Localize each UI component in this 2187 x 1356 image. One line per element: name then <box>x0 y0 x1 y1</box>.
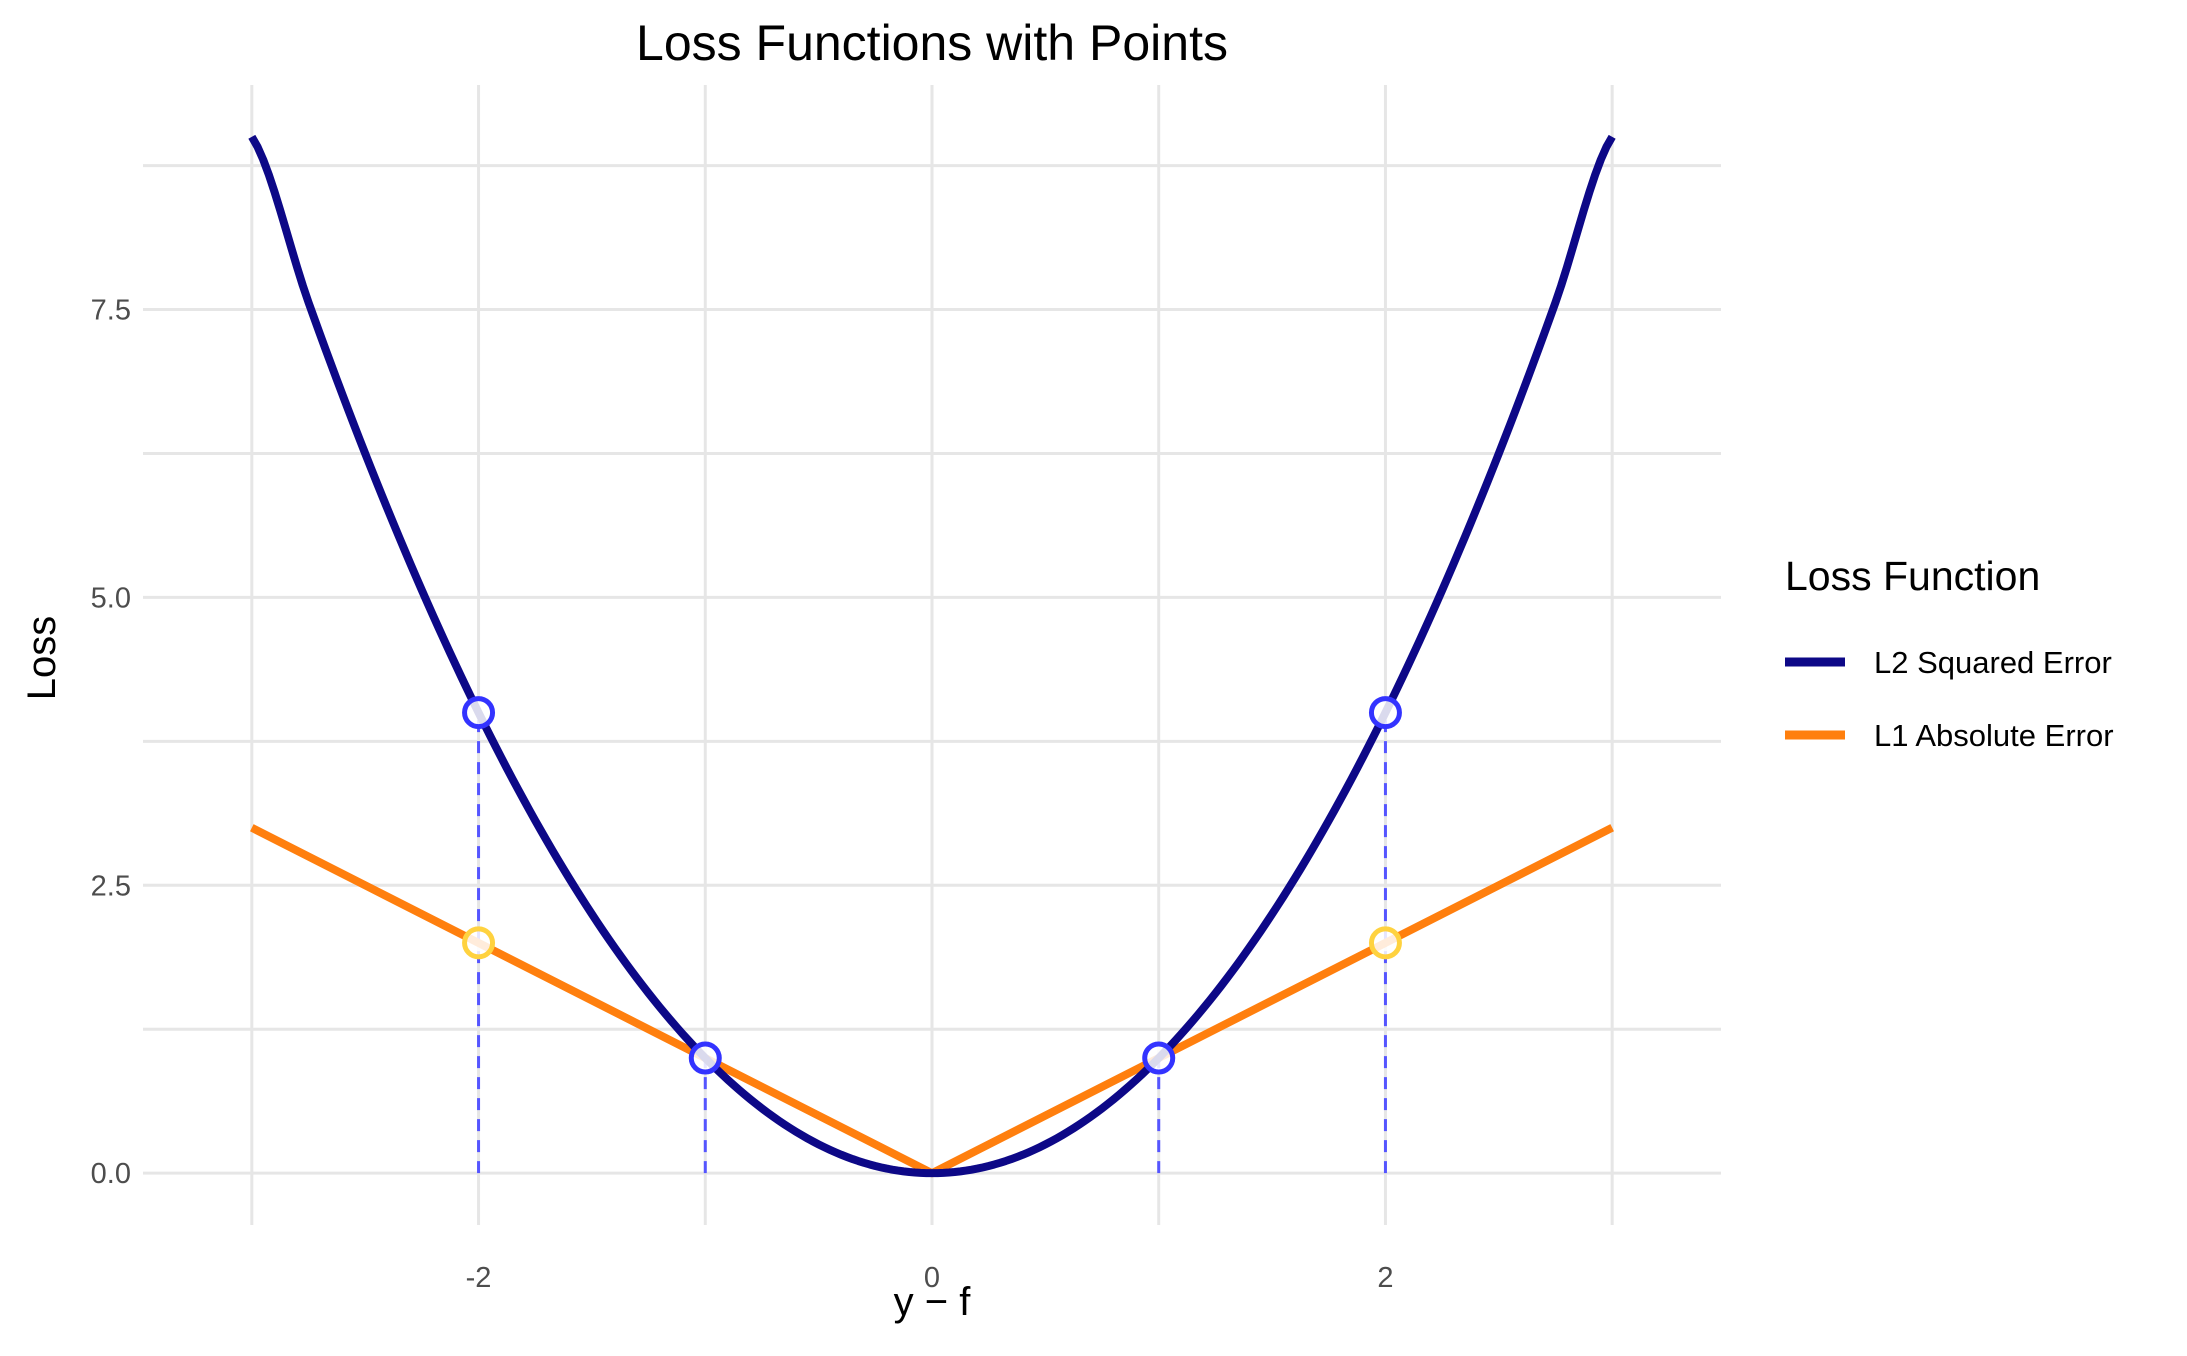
legend: Loss Function L2 Squared Error L1 Absolut… <box>1785 553 2114 753</box>
x-tick-label: 0 <box>924 1262 940 1294</box>
y-tick-label: 0.0 <box>91 1158 131 1190</box>
legend-label-l2-squared-error: L2 Squared Error <box>1874 645 2112 680</box>
data-point <box>462 926 496 960</box>
y-tick-label: 2.5 <box>91 870 131 902</box>
x-axis-title: y − f <box>894 1280 972 1324</box>
x-tick-label: 2 <box>1377 1262 1393 1294</box>
reference-lines <box>477 712 1387 1174</box>
data-point <box>688 1041 722 1075</box>
legend-title: Loss Function <box>1785 553 2040 599</box>
y-tick-label: 7.5 <box>91 295 131 327</box>
data-point <box>1142 1041 1176 1075</box>
y-tick-label: 5.0 <box>91 582 131 614</box>
chart-title: Loss Functions with Points <box>636 15 1228 71</box>
data-point <box>1368 696 1402 730</box>
y-axis-ticks: 0.0 2.5 5.0 7.5 <box>91 295 131 1191</box>
data-point <box>1368 926 1402 960</box>
grid <box>143 85 1721 1225</box>
y-axis-title: Loss <box>20 616 64 701</box>
x-axis-ticks: -2 0 2 <box>466 1262 1394 1294</box>
x-tick-label: -2 <box>466 1262 492 1294</box>
legend-items: L2 Squared Error L1 Absolute Error <box>1785 645 2114 753</box>
legend-label-l1-absolute-error: L1 Absolute Error <box>1874 718 2114 753</box>
data-point <box>462 696 496 730</box>
data-points <box>462 696 1402 1075</box>
